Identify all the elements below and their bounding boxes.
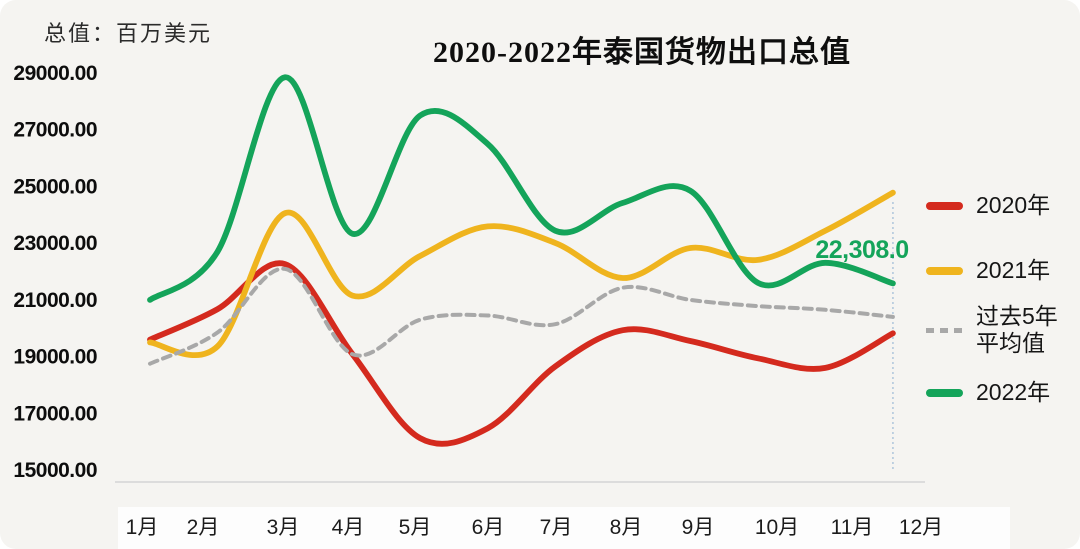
x-tick-label: 10月 xyxy=(755,516,799,539)
x-tick-label: 2月 xyxy=(187,516,220,539)
x-tick-label: 11月 xyxy=(831,516,874,539)
x-tick-label: 8月 xyxy=(610,516,643,539)
x-tick-label: 9月 xyxy=(682,516,715,539)
legend-label-2021: 2021年 xyxy=(976,257,1051,283)
y-tick-label: 27000.00 xyxy=(13,119,97,142)
x-tick-label: 5月 xyxy=(399,516,432,539)
legend-swatch-2022 xyxy=(926,388,963,397)
x-tick-label: 12月 xyxy=(899,516,943,539)
series-line-2021年 xyxy=(147,189,896,359)
x-tick-label: 3月 xyxy=(267,516,300,539)
y-tick-label: 19000.00 xyxy=(13,346,97,369)
x-tick-label: 1月 xyxy=(126,516,159,539)
latest-value-annotation: 22,308.0 xyxy=(815,236,909,264)
legend-label-2022: 2022年 xyxy=(976,379,1051,405)
y-tick-label: 15000.00 xyxy=(13,459,97,482)
y-axis-unit-label: 总值：百万美元 xyxy=(44,21,213,46)
series-line-2020年 xyxy=(147,260,896,447)
y-tick-label: 29000.00 xyxy=(13,62,97,85)
series-line-过去5年平均值 xyxy=(148,266,895,366)
series-line-2022年 xyxy=(147,74,896,303)
y-tick-label: 17000.00 xyxy=(13,402,97,425)
legend-item-2021: 2021年 xyxy=(926,257,1050,284)
x-axis-band xyxy=(118,507,1010,549)
legend-item-2022: 2022年 xyxy=(926,379,1050,406)
legend-item-5yr-average: 过去5年 平均值 xyxy=(926,303,1058,357)
legend-swatch-5yr-average xyxy=(926,327,963,333)
y-tick-label: 25000.00 xyxy=(13,175,97,198)
x-tick-label: 7月 xyxy=(540,516,573,539)
legend-item-2020: 2020年 xyxy=(926,192,1050,219)
chart-title: 2020-2022年泰国货物出口总值 xyxy=(433,36,851,69)
legend-label-2020: 2020年 xyxy=(976,192,1051,218)
x-tick-label: 6月 xyxy=(472,516,505,539)
legend-label-5yr-average: 过去5年 平均值 xyxy=(976,303,1058,356)
legend-swatch-2020 xyxy=(926,201,963,210)
y-tick-label: 21000.00 xyxy=(13,289,97,312)
legend-swatch-2021 xyxy=(926,266,963,275)
x-tick-label: 4月 xyxy=(332,516,365,539)
y-tick-label: 23000.00 xyxy=(13,232,97,255)
